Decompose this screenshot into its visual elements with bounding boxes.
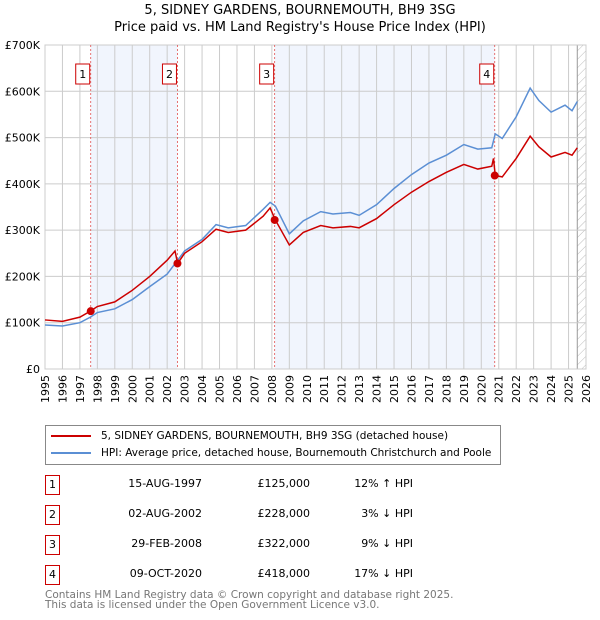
legend-item-property: 5, SIDNEY GARDENS, BOURNEMOUTH, BH9 3SG … bbox=[46, 428, 448, 444]
chart-title: 5, SIDNEY GARDENS, BOURNEMOUTH, BH9 3SG bbox=[144, 3, 456, 18]
x-tick-label: 2025 bbox=[563, 375, 576, 403]
x-tick-label: 1995 bbox=[39, 375, 52, 403]
x-tick-label: 2021 bbox=[493, 375, 506, 403]
x-tick-label: 2020 bbox=[475, 375, 488, 403]
sale-label-box bbox=[161, 63, 177, 85]
legend-label: 5, SIDNEY GARDENS, BOURNEMOUTH, BH9 3SG … bbox=[101, 430, 449, 442]
x-tick-label: 2002 bbox=[161, 375, 174, 403]
x-tick-label: 2019 bbox=[458, 375, 471, 403]
sale-label: 4 bbox=[483, 68, 490, 81]
sale-label: 1 bbox=[79, 68, 86, 81]
property-price-line bbox=[44, 134, 578, 323]
x-tick-label: 2010 bbox=[301, 375, 314, 403]
sale-point bbox=[270, 215, 279, 224]
x-tick-label: 2024 bbox=[545, 375, 558, 403]
x-tick-label: 1996 bbox=[56, 375, 69, 403]
sale-row: 1 15-AUG-1997 £125,000 12% ↑ HPI bbox=[45, 475, 465, 495]
y-tick-label: £400K bbox=[5, 178, 41, 191]
x-tick-label: 1999 bbox=[109, 375, 122, 403]
sale-price: £228,000 bbox=[257, 507, 311, 520]
legend: 5, SIDNEY GARDENS, BOURNEMOUTH, BH9 3SG … bbox=[45, 425, 501, 465]
x-tick-label: 2007 bbox=[248, 375, 261, 403]
x-tick-label: 2001 bbox=[144, 375, 157, 403]
y-tick-label: £500K bbox=[5, 132, 41, 145]
sale-row: 3 29-FEB-2008 £322,000 9% ↓ HPI bbox=[45, 535, 465, 555]
legend-label: HPI: Average price, detached house, Bour… bbox=[101, 447, 492, 459]
x-tick-label: 2023 bbox=[528, 375, 541, 403]
y-tick-label: £700K bbox=[5, 39, 41, 52]
legend-swatch-red bbox=[51, 435, 91, 437]
sale-label-box bbox=[479, 63, 495, 85]
sale-hpi-diff: 9% ↓ HPI bbox=[361, 537, 413, 550]
plot-frame bbox=[44, 44, 587, 370]
x-tick-label: 2006 bbox=[231, 375, 244, 403]
sale-hpi-diff: 3% ↓ HPI bbox=[361, 507, 413, 520]
x-tick-label: 2016 bbox=[405, 375, 418, 403]
x-tick-label: 2008 bbox=[266, 375, 279, 403]
x-tick-label: 2015 bbox=[388, 375, 401, 403]
x-tick-label: 2011 bbox=[318, 375, 331, 403]
x-tick-label: 2026 bbox=[580, 375, 593, 403]
x-tick-label: 2018 bbox=[440, 375, 453, 403]
y-tick-label: £200K bbox=[5, 270, 41, 283]
y-tick-label: £600K bbox=[5, 85, 41, 98]
sale-point bbox=[86, 307, 95, 316]
sale-marker-box: 1 bbox=[45, 475, 60, 495]
footer: Contains HM Land Registry data © Crown c… bbox=[45, 589, 454, 611]
sale-row: 4 09-OCT-2020 £418,000 17% ↓ HPI bbox=[45, 565, 465, 585]
sale-label: 3 bbox=[263, 68, 270, 81]
sale-marker-box: 2 bbox=[45, 505, 60, 525]
footer-line-1: Contains HM Land Registry data © Crown c… bbox=[45, 589, 454, 601]
x-tick-label: 2017 bbox=[423, 375, 436, 403]
sale-price: £322,000 bbox=[257, 537, 311, 550]
x-tick-label: 1997 bbox=[74, 375, 87, 403]
y-tick-label: £300K bbox=[5, 224, 41, 237]
x-tick-label: 2013 bbox=[353, 375, 366, 403]
y-tick-label: £100K bbox=[5, 317, 41, 330]
sale-hpi-diff: 12% ↑ HPI bbox=[354, 477, 413, 490]
sale-price: £125,000 bbox=[257, 477, 311, 490]
sale-point bbox=[173, 259, 182, 268]
chart-subtitle: Price paid vs. HM Land Registry's House … bbox=[114, 20, 486, 35]
sale-row: 2 02-AUG-2002 £228,000 3% ↓ HPI bbox=[45, 505, 465, 525]
sale-date: 29-FEB-2008 bbox=[131, 537, 202, 550]
forecast-hatch bbox=[577, 45, 586, 369]
sale-marker-box: 4 bbox=[45, 565, 60, 585]
hpi-line bbox=[44, 86, 578, 327]
x-tick-label: 2003 bbox=[179, 375, 192, 403]
price-chart: 1995 1996 1997 1998 1999 2000 2001 2002 2003 2004… bbox=[5, 39, 593, 403]
sale-date: 09-OCT-2020 bbox=[129, 567, 202, 580]
x-tick-label: 1998 bbox=[91, 375, 104, 403]
sale-price: £418,000 bbox=[257, 567, 311, 580]
ownership-band bbox=[90, 45, 178, 369]
x-tick-label: 2009 bbox=[283, 375, 296, 403]
legend-swatch-blue bbox=[51, 452, 91, 454]
y-tick-label: £0 bbox=[26, 363, 40, 376]
x-tick-label: 2022 bbox=[510, 375, 523, 403]
x-tick-label: 2005 bbox=[214, 375, 227, 403]
x-tick-label: 2014 bbox=[371, 375, 384, 403]
footer-line-2: This data is licensed under the Open Gov… bbox=[45, 599, 380, 611]
x-tick-label: 2000 bbox=[126, 375, 139, 403]
sale-hpi-diff: 17% ↓ HPI bbox=[354, 567, 413, 580]
ownership-band bbox=[274, 45, 495, 369]
sale-label-box bbox=[259, 63, 275, 85]
legend-item-hpi: HPI: Average price, detached house, Bour… bbox=[46, 445, 491, 461]
sale-point bbox=[490, 171, 499, 180]
sale-date: 02-AUG-2002 bbox=[128, 507, 202, 520]
sale-marker-box: 3 bbox=[45, 535, 60, 555]
sale-label-box bbox=[75, 63, 91, 85]
sale-date: 15-AUG-1997 bbox=[128, 477, 202, 490]
x-tick-label: 2004 bbox=[196, 375, 209, 403]
sale-label: 2 bbox=[166, 68, 173, 81]
x-tick-label: 2012 bbox=[336, 375, 349, 403]
